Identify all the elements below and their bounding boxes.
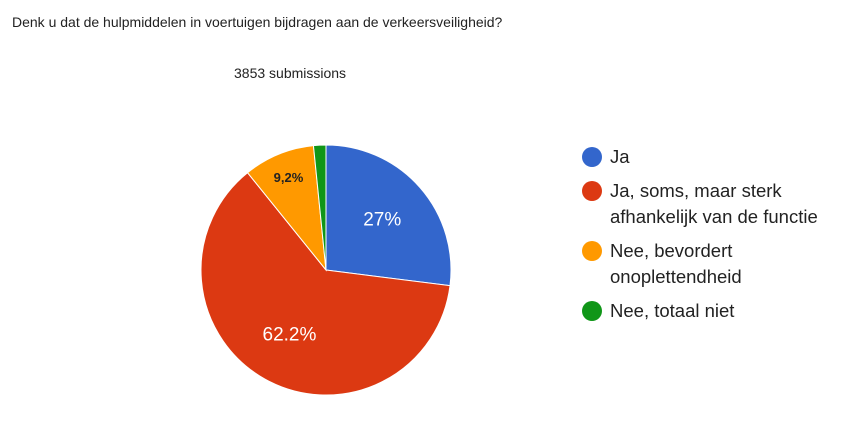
- pie-slice: [200, 171, 451, 396]
- legend-label: Nee, bevordert onoplettendheid: [610, 240, 742, 287]
- chart-subtitle: 3853 submissions: [234, 65, 347, 81]
- slice-label: 62.2%: [263, 325, 317, 346]
- legend-label: Ja, soms, maar sterk afhankelijk van de …: [610, 180, 818, 227]
- legend-swatch: [582, 181, 602, 201]
- legend-item: Nee, totaal niet: [580, 298, 820, 324]
- slice-label: 9,2%: [274, 170, 304, 185]
- legend-swatch: [582, 147, 602, 167]
- legend-swatch: [582, 301, 602, 321]
- pie-chart: 27% 62.2% 9,2%: [200, 144, 452, 396]
- slice-label: 27%: [363, 209, 401, 230]
- pie-slice: [325, 144, 452, 287]
- pie-slice: [312, 144, 327, 271]
- legend: Ja Ja, soms, maar sterk afhankelijk van d…: [580, 144, 820, 332]
- chart-title: Denk u dat de hulpmiddelen in voertuigen…: [12, 14, 503, 30]
- legend-item: Ja: [580, 144, 820, 170]
- legend-label: Ja: [610, 146, 630, 167]
- legend-label: Nee, totaal niet: [610, 300, 735, 321]
- legend-item: Nee, bevordert onoplettendheid: [580, 238, 820, 290]
- legend-item: Ja, soms, maar sterk afhankelijk van de …: [580, 178, 820, 230]
- legend-swatch: [582, 241, 602, 261]
